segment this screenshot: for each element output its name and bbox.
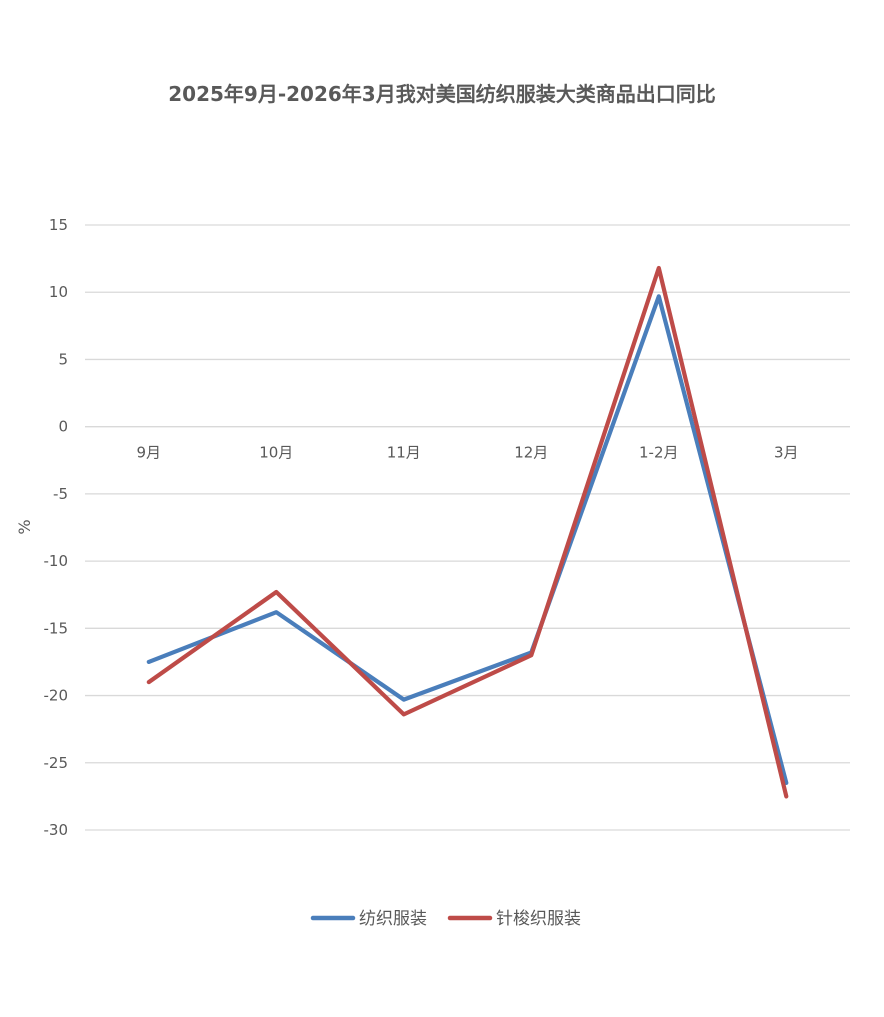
y-tick-label: 10 <box>49 283 68 301</box>
category-label: 9月 <box>136 444 161 462</box>
y-tick-labels: 15 10 5 0 -5 -10 -15 -20 -25 -30 <box>44 216 69 839</box>
category-label: 3月 <box>774 444 799 462</box>
series-layer <box>146 265 789 799</box>
y-tick-label: -30 <box>44 821 69 839</box>
legend-label: 纺织服装 <box>359 909 427 929</box>
y-axis-label: % <box>15 519 34 534</box>
y-tick-label: 5 <box>58 350 68 368</box>
y-tick-label: 15 <box>49 216 68 234</box>
legend-label: 针梭织服装 <box>496 909 581 929</box>
category-label: 12月 <box>514 444 548 462</box>
grid-layer <box>85 224 850 831</box>
y-tick-label: 0 <box>58 418 68 436</box>
category-labels: 9月 10月 11月 12月 1-2月 3月 <box>136 444 798 462</box>
y-tick-label: -20 <box>44 687 69 705</box>
series-line-1 <box>146 265 789 799</box>
y-tick-label: -5 <box>53 485 68 503</box>
y-tick-label: -25 <box>44 754 69 772</box>
y-tick-label: -15 <box>44 619 69 637</box>
category-label: 1-2月 <box>639 444 679 462</box>
y-tick-label: -10 <box>44 552 69 570</box>
series-line-0 <box>146 294 789 786</box>
legend: 纺织服装 针梭织服装 <box>310 909 581 929</box>
category-label: 11月 <box>387 444 421 462</box>
chart-title: 2025年9月-2026年3月我对美国纺织服装大类商品出口同比 <box>168 82 716 106</box>
category-label: 10月 <box>259 444 293 462</box>
